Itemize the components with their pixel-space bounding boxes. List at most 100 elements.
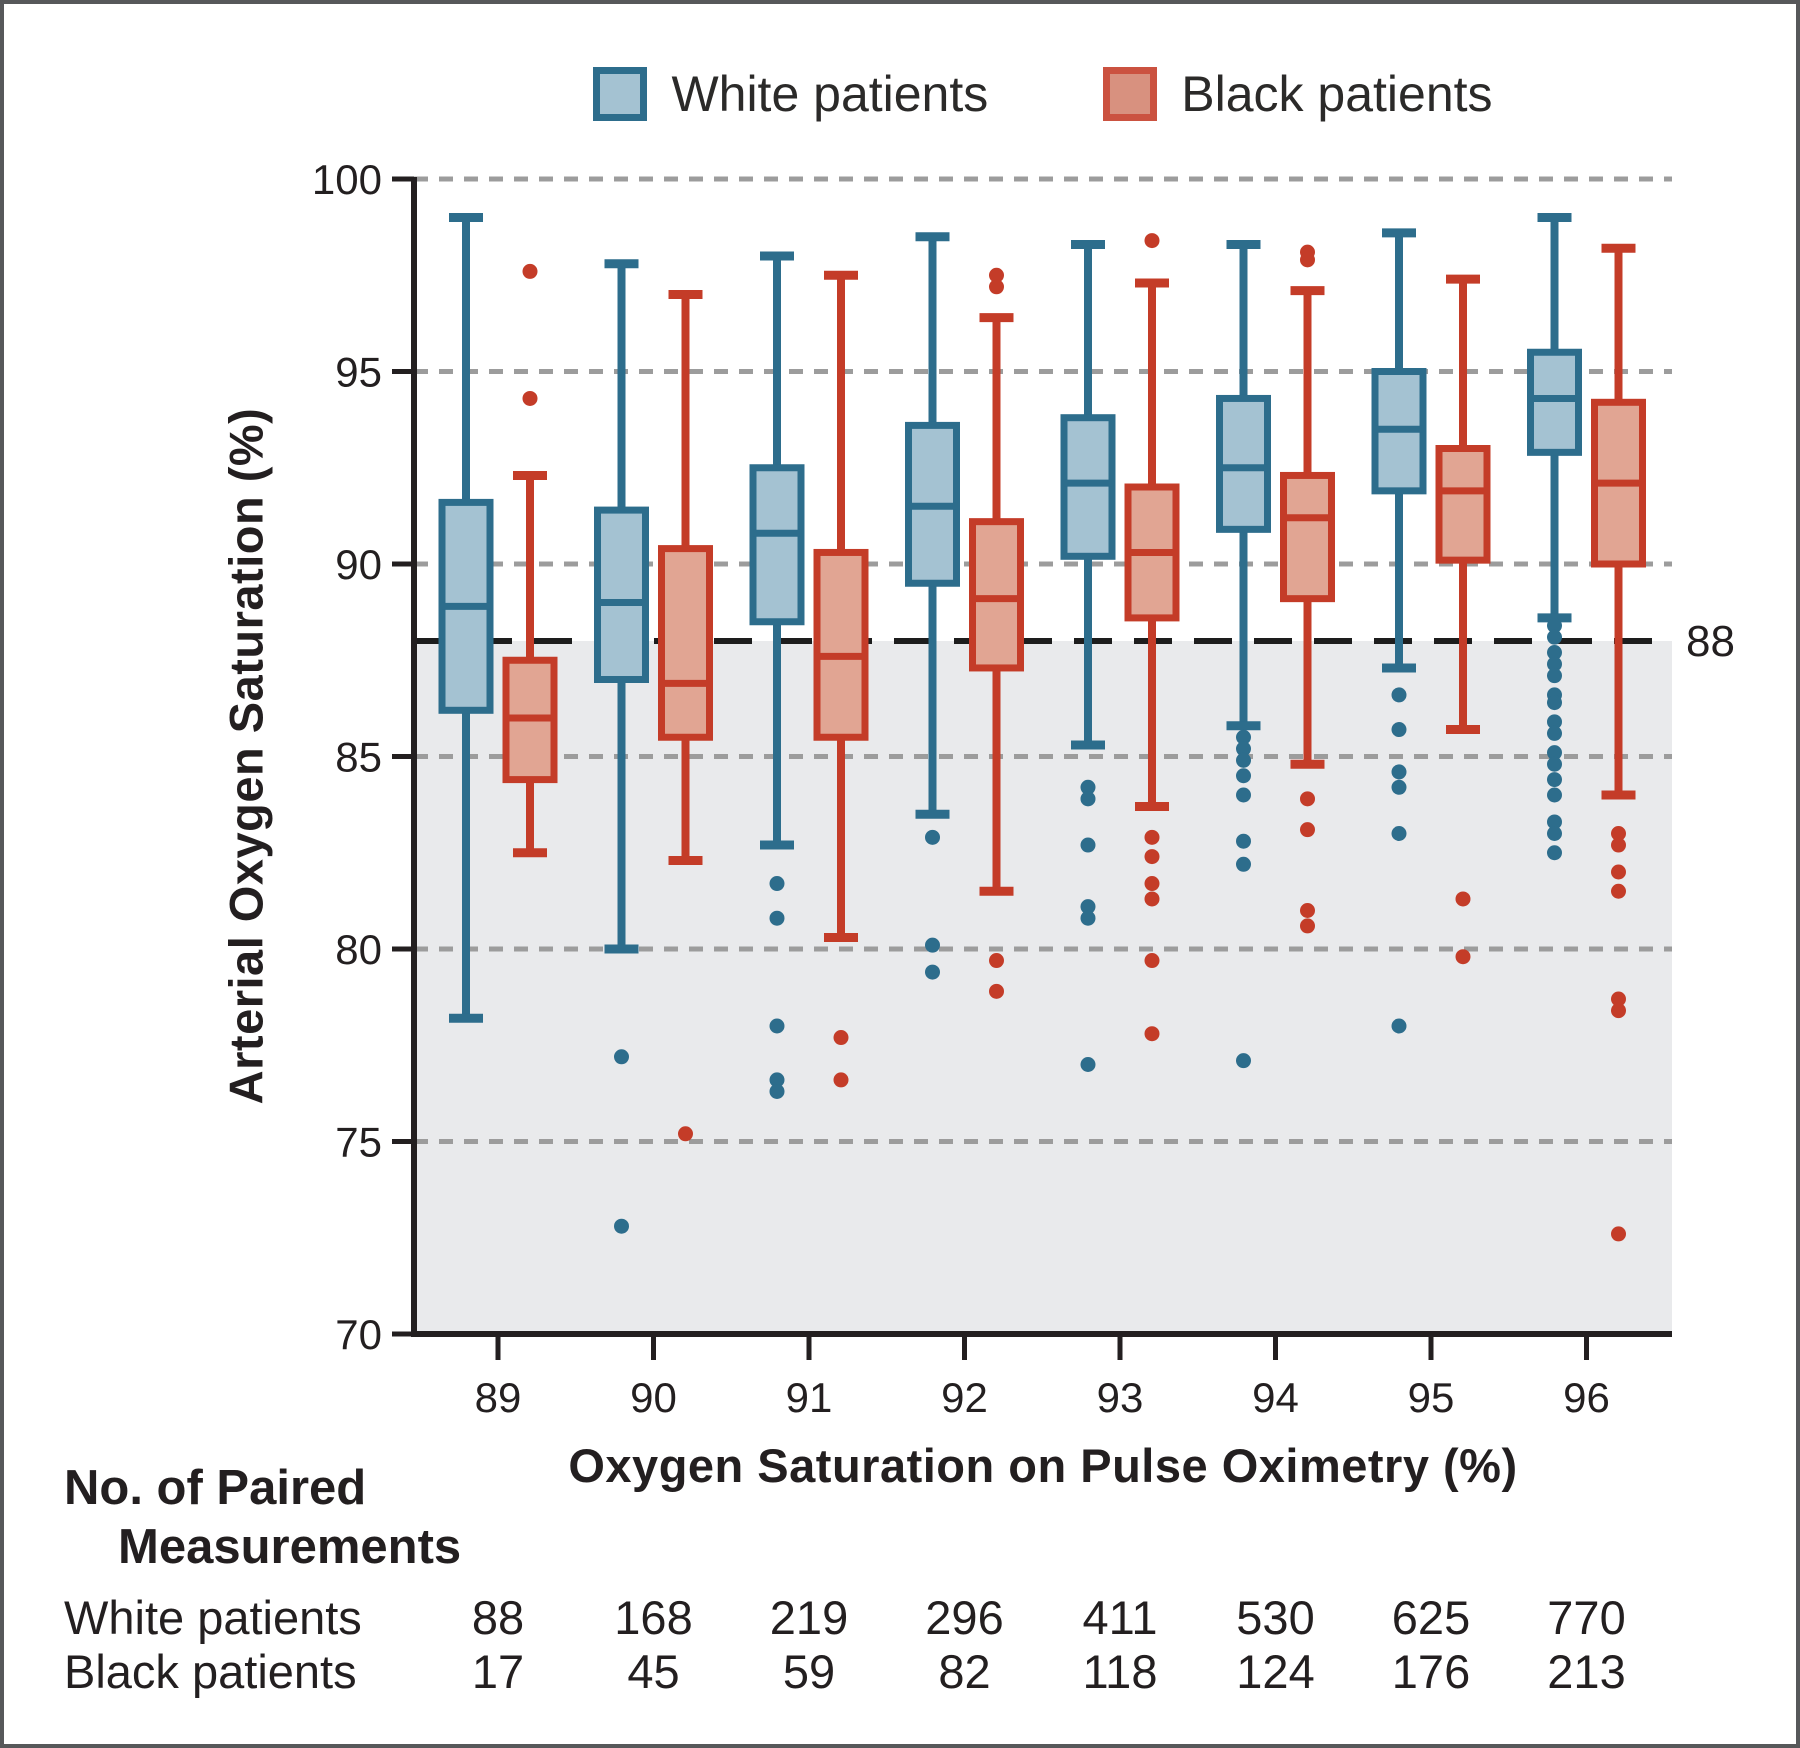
legend: White patients Black patients [414, 62, 1672, 126]
outlier-dot [1547, 668, 1562, 684]
outlier-dot [1300, 918, 1315, 934]
iqr-box [1280, 471, 1335, 603]
outlier-dot [678, 1126, 693, 1142]
x-tick-label: 89 [475, 1374, 522, 1421]
outlier-dot [989, 953, 1004, 969]
outlier-dot [1547, 656, 1562, 672]
outlier-dot [1547, 756, 1562, 772]
iqr-box [1435, 445, 1491, 564]
x-tick-label: 96 [1563, 1374, 1610, 1421]
outlier-dot [1611, 991, 1626, 1007]
outlier-dot [925, 964, 940, 980]
table-cell-black-94: 124 [1236, 1645, 1315, 1698]
table-cell-black-95: 176 [1391, 1645, 1471, 1698]
outlier-dot [1547, 814, 1562, 830]
outlier-dot [1455, 891, 1471, 907]
outlier-dot [1236, 768, 1251, 784]
black-patients-swatch-icon [1103, 67, 1158, 121]
outlier-dot [1144, 953, 1160, 969]
table-cell-black-91: 59 [782, 1645, 836, 1698]
legend-label: Black patients [1181, 66, 1493, 122]
outlier-dot [1080, 791, 1096, 807]
outlier-dot [1547, 787, 1562, 803]
outlier-dot [1236, 833, 1251, 849]
outlier-dot [1080, 837, 1096, 853]
outlier-dot [989, 983, 1004, 999]
outlier-dot [1547, 725, 1562, 741]
box-white-95 [1371, 228, 1427, 1034]
outlier-dot [1236, 752, 1251, 768]
outlier-dot [522, 263, 538, 279]
box-black-92 [969, 267, 1024, 999]
outlier-dot [1611, 864, 1626, 880]
outlier-dot [1144, 233, 1160, 249]
box-black-90 [658, 290, 713, 1142]
legend-item-white-patients: White patients [593, 65, 988, 123]
outlier-dot [1547, 618, 1562, 634]
outlier-dot [1547, 745, 1562, 761]
legend-item-black-patients: Black patients [1103, 65, 1493, 123]
x-tick-label: 90 [630, 1374, 677, 1421]
iqr-box [1216, 394, 1271, 533]
outlier-dot [1144, 849, 1160, 865]
table-cell-white-96: 770 [1547, 1591, 1626, 1644]
table-cell-black-93: 118 [1082, 1645, 1158, 1698]
box-white-91 [749, 251, 805, 1099]
outlier-dot [1144, 876, 1160, 892]
y-tick-label: 100 [312, 156, 382, 203]
table-row-label-white: White patients [64, 1591, 362, 1644]
y-axis-title: Arterial Oxygen Saturation (%) [219, 407, 273, 1105]
outlier-dot [769, 1083, 785, 1099]
outlier-dot [1236, 1053, 1251, 1069]
x-tick-label: 94 [1252, 1374, 1299, 1421]
outlier-dot [1547, 695, 1562, 711]
box-white-90 [594, 259, 649, 1234]
outlier-dot [614, 1049, 629, 1065]
table-cell-black-89: 17 [471, 1645, 525, 1698]
outlier-dot [989, 267, 1004, 283]
iqr-box [658, 545, 713, 741]
outlier-dot [1547, 845, 1562, 861]
box-white-93 [1060, 239, 1116, 1072]
table-cell-black-90: 45 [627, 1645, 680, 1698]
y-tick-label: 70 [335, 1311, 382, 1358]
outlier-dot [614, 1218, 629, 1234]
outlier-dot [1547, 629, 1562, 645]
x-tick-label: 92 [941, 1374, 988, 1421]
iqr-box [1060, 414, 1116, 560]
outlier-dot [769, 910, 785, 926]
box-black-94 [1280, 244, 1335, 934]
outlier-dot [769, 1072, 785, 1088]
box-black-89 [502, 263, 558, 858]
outlier-dot [1391, 722, 1407, 738]
box-black-91 [813, 270, 869, 1088]
iqr-box [969, 518, 1024, 672]
box-white-89 [438, 213, 494, 1023]
outlier-dot [769, 876, 785, 892]
shaded-region-below-88 [414, 641, 1672, 1334]
outlier-dot [1391, 779, 1407, 795]
outlier-dot [1300, 791, 1315, 807]
outlier-dot [1547, 714, 1562, 730]
outlier-dot [1236, 787, 1251, 803]
outlier-dot [1611, 1003, 1626, 1019]
outlier-dot [1391, 826, 1407, 841]
table-cell-white-91: 219 [769, 1591, 849, 1644]
outlier-dot [1080, 1057, 1096, 1072]
outlier-dot [1611, 1226, 1626, 1242]
box-black-95 [1435, 274, 1491, 965]
outlier-dot [1547, 772, 1562, 788]
outlier-dot [522, 390, 538, 406]
outlier-dot [1391, 687, 1407, 703]
outlier-dot [1611, 883, 1626, 899]
outlier-dot [1144, 891, 1160, 907]
outlier-dot [769, 1018, 785, 1034]
box-white-92 [905, 232, 960, 980]
box-black-96 [1591, 243, 1646, 1242]
table-cell-black-92: 82 [938, 1645, 991, 1698]
outlier-dot [1080, 779, 1096, 795]
outlier-dot [833, 1030, 849, 1046]
iqr-box [749, 464, 805, 626]
iqr-box [1527, 348, 1582, 456]
outlier-dot [1236, 856, 1251, 872]
